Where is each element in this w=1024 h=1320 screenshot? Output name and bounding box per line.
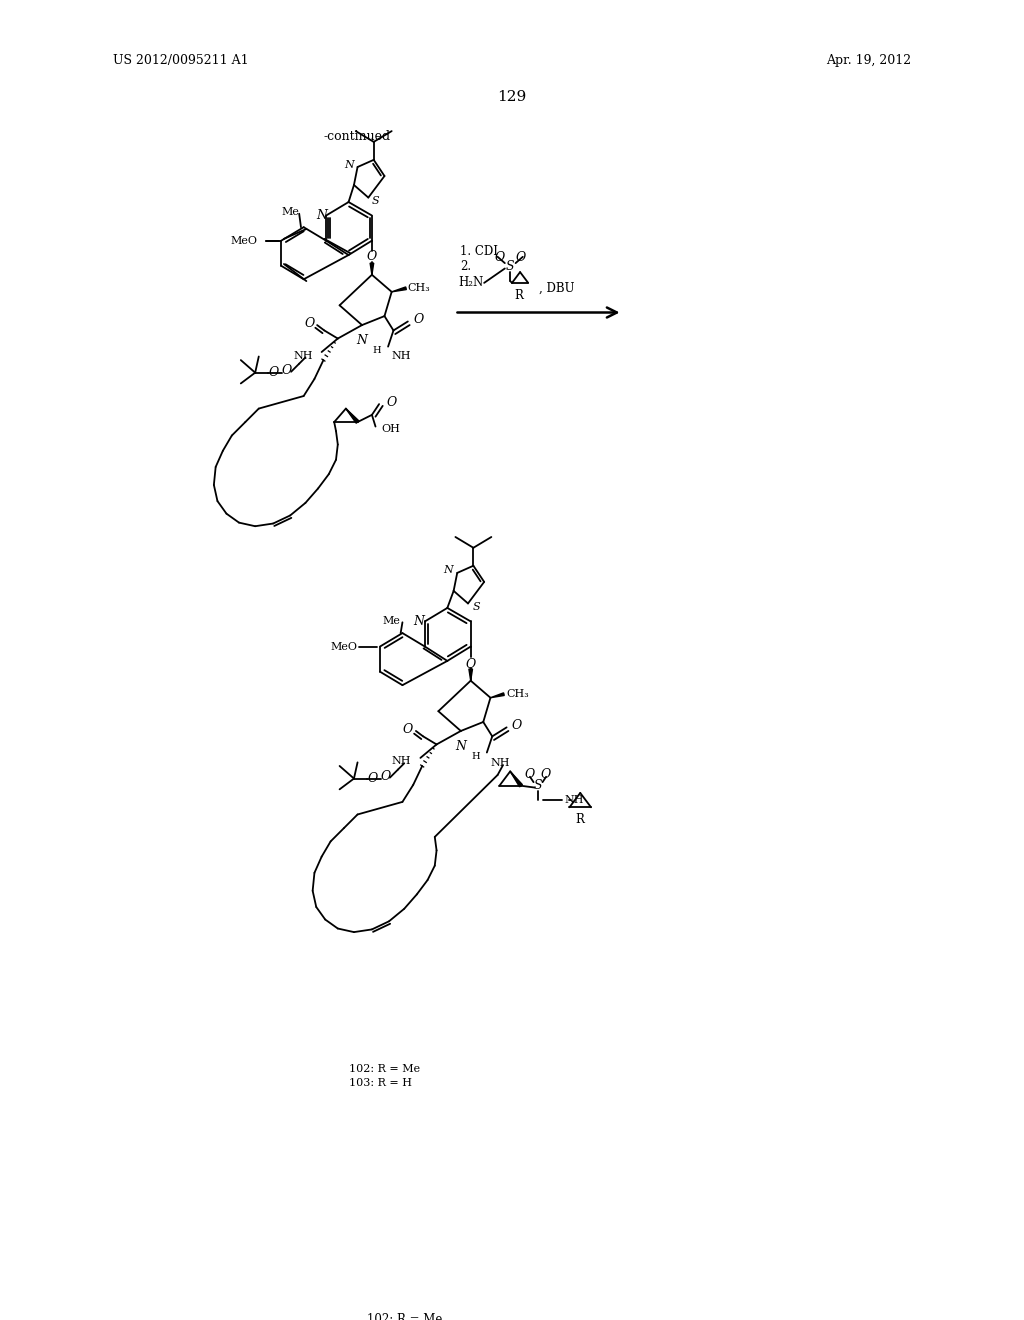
- Text: , DBU: , DBU: [539, 281, 574, 294]
- Text: NH: NH: [293, 351, 312, 360]
- Text: N: N: [316, 209, 327, 222]
- Text: 103: R = H: 103: R = H: [348, 1077, 412, 1088]
- Text: S: S: [372, 197, 380, 206]
- Polygon shape: [370, 263, 374, 275]
- Text: O: O: [512, 719, 522, 733]
- Text: NH: NH: [391, 351, 412, 360]
- Text: R: R: [515, 289, 523, 302]
- Text: O: O: [403, 722, 414, 735]
- Text: N: N: [456, 741, 466, 752]
- Text: US 2012/0095211 A1: US 2012/0095211 A1: [114, 54, 249, 67]
- Text: O: O: [282, 364, 292, 378]
- Text: S: S: [472, 602, 480, 612]
- Text: CH₃: CH₃: [408, 284, 430, 293]
- Text: Apr. 19, 2012: Apr. 19, 2012: [825, 54, 910, 67]
- Text: Me: Me: [282, 207, 299, 216]
- Text: -continued: -continued: [324, 129, 391, 143]
- Text: NH: NH: [564, 795, 584, 805]
- Text: OH: OH: [381, 424, 399, 434]
- Text: NH: NH: [392, 756, 412, 767]
- Text: R: R: [575, 813, 585, 826]
- Text: O: O: [541, 768, 551, 781]
- Polygon shape: [391, 286, 407, 292]
- Text: O: O: [268, 366, 279, 379]
- Polygon shape: [510, 771, 522, 787]
- Text: H: H: [471, 751, 479, 760]
- Text: O: O: [381, 771, 391, 783]
- Text: O: O: [386, 396, 396, 409]
- Polygon shape: [490, 693, 504, 698]
- Text: O: O: [367, 772, 377, 785]
- Text: N: N: [356, 334, 368, 347]
- Text: O: O: [367, 251, 377, 263]
- Text: N: N: [413, 615, 424, 628]
- Text: 102: R = Me: 102: R = Me: [348, 1064, 420, 1074]
- Text: O: O: [525, 768, 536, 781]
- Text: O: O: [516, 251, 526, 264]
- Text: O: O: [466, 657, 476, 671]
- Text: MeO: MeO: [331, 642, 357, 652]
- Text: 2.: 2.: [460, 260, 471, 273]
- Polygon shape: [346, 409, 358, 424]
- Text: S: S: [506, 260, 514, 273]
- Text: 1. CDI: 1. CDI: [460, 246, 498, 257]
- Text: O: O: [414, 313, 424, 326]
- Text: S: S: [534, 779, 543, 792]
- Text: CH₃: CH₃: [507, 689, 529, 700]
- Text: O: O: [304, 317, 314, 330]
- Text: N: N: [443, 565, 453, 576]
- Text: 129: 129: [498, 90, 526, 104]
- Polygon shape: [469, 669, 472, 681]
- Text: MeO: MeO: [230, 236, 257, 246]
- Text: N: N: [344, 160, 354, 170]
- Text: NH: NH: [490, 758, 510, 768]
- Text: H: H: [373, 346, 381, 355]
- Text: Me: Me: [383, 615, 400, 626]
- Text: 102: R = Me: 102: R = Me: [367, 1313, 442, 1320]
- Text: O: O: [495, 251, 505, 264]
- Text: H₂N: H₂N: [458, 276, 483, 289]
